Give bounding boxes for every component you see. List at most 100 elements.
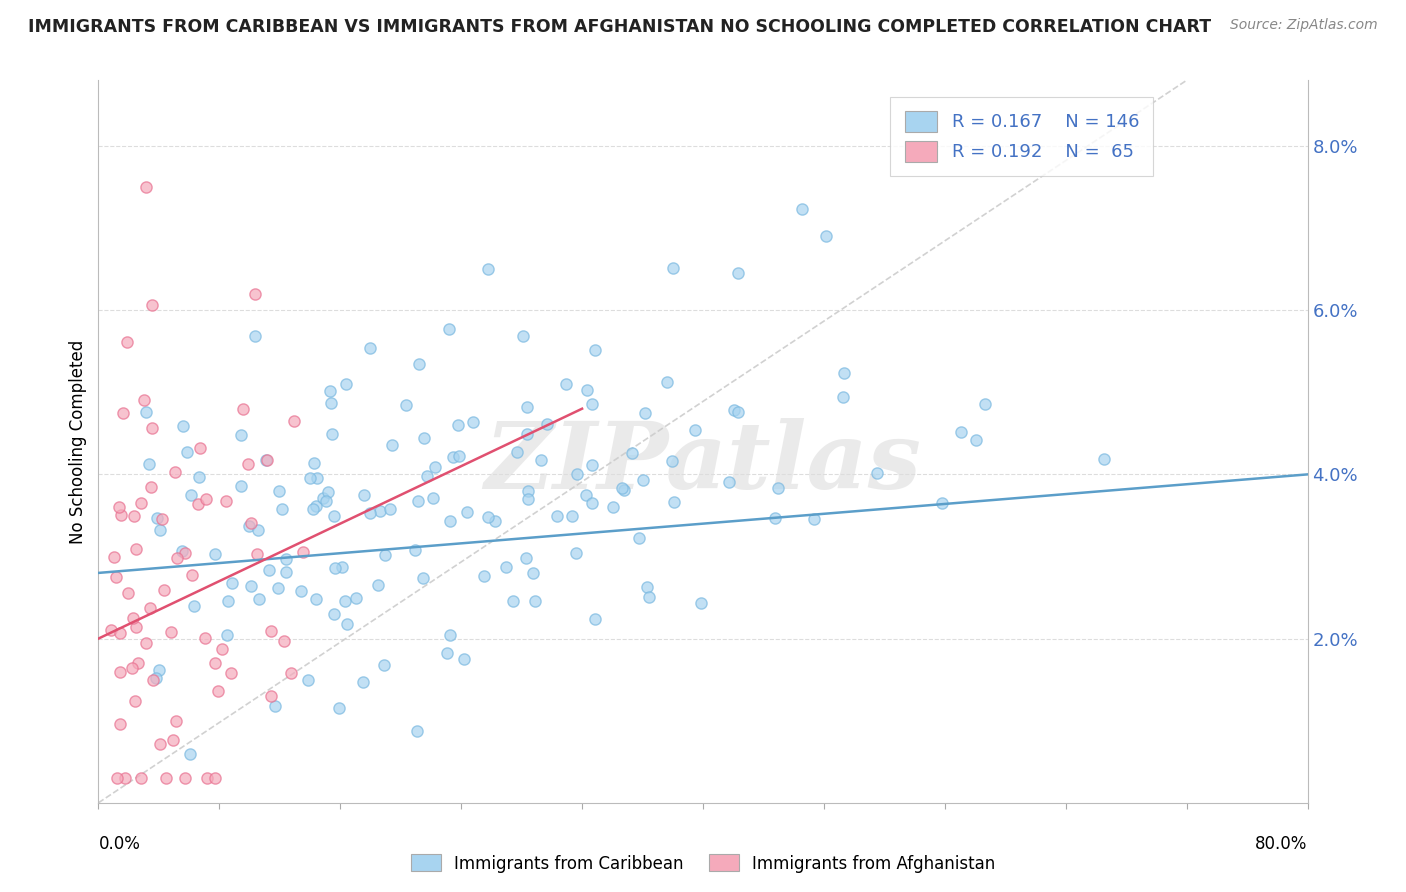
Point <box>381 438 404 452</box>
Point <box>631 474 654 488</box>
Point <box>353 488 375 502</box>
Point <box>560 508 582 523</box>
Point <box>447 417 470 432</box>
Point <box>456 505 478 519</box>
Point <box>236 457 259 471</box>
Point <box>274 566 297 580</box>
Point <box>138 457 160 471</box>
Point <box>110 717 132 731</box>
Point <box>290 584 312 599</box>
Point <box>321 427 343 442</box>
Point <box>211 641 233 656</box>
Point <box>636 581 658 595</box>
Point <box>612 482 634 496</box>
Point <box>634 405 657 419</box>
Point <box>461 415 484 429</box>
Point <box>239 516 262 530</box>
Point <box>187 497 209 511</box>
Point <box>441 450 464 465</box>
Point <box>638 590 661 604</box>
Point <box>149 523 172 537</box>
Point <box>108 665 131 679</box>
Point <box>121 611 143 625</box>
Point <box>149 737 172 751</box>
Point <box>180 567 202 582</box>
Point <box>662 261 685 276</box>
Point <box>239 579 262 593</box>
Point <box>323 508 346 523</box>
Point <box>408 357 430 371</box>
Point <box>172 418 194 433</box>
Point <box>247 592 270 607</box>
Point <box>159 625 181 640</box>
Point <box>117 335 139 350</box>
Point <box>260 689 283 703</box>
Point <box>179 747 201 761</box>
Point <box>195 771 218 785</box>
Point <box>319 384 342 398</box>
Point <box>406 494 429 508</box>
Point <box>763 511 786 525</box>
Point <box>565 546 588 560</box>
Point <box>768 481 790 495</box>
Point <box>207 683 229 698</box>
Point <box>373 657 395 672</box>
Point <box>965 434 987 448</box>
Point <box>472 569 495 583</box>
Point <box>575 488 598 502</box>
Point <box>344 591 367 605</box>
Point <box>219 666 242 681</box>
Point <box>274 552 297 566</box>
Point <box>271 502 294 516</box>
Point <box>302 502 325 516</box>
Point <box>305 470 328 484</box>
Point <box>374 548 396 562</box>
Point <box>395 398 418 412</box>
Point <box>832 366 855 380</box>
Point <box>194 631 217 645</box>
Point <box>117 586 139 600</box>
Point <box>110 508 132 522</box>
Point <box>359 341 381 355</box>
Point <box>166 551 188 566</box>
Point <box>814 229 837 244</box>
Text: 80.0%: 80.0% <box>1256 835 1308 854</box>
Point <box>105 570 128 584</box>
Point <box>423 460 446 475</box>
Point <box>718 475 741 490</box>
Point <box>111 406 134 420</box>
Point <box>232 402 254 417</box>
Point <box>165 714 187 728</box>
Point <box>217 594 239 608</box>
Point <box>105 771 128 785</box>
Point <box>135 180 157 194</box>
Point <box>495 559 517 574</box>
Point <box>124 694 146 708</box>
Point <box>437 322 460 336</box>
Point <box>449 449 471 463</box>
Point <box>555 376 578 391</box>
Point <box>583 612 606 626</box>
Point <box>412 431 434 445</box>
Point <box>283 414 305 428</box>
Point <box>176 444 198 458</box>
Y-axis label: No Schooling Completed: No Schooling Completed <box>69 340 87 543</box>
Point <box>129 495 152 509</box>
Point <box>280 666 302 681</box>
Point <box>152 583 174 598</box>
Point <box>530 453 553 467</box>
Point <box>315 494 337 508</box>
Point <box>352 675 374 690</box>
Point <box>221 575 243 590</box>
Point <box>141 420 163 434</box>
Point <box>238 518 260 533</box>
Point <box>516 427 538 442</box>
Point <box>523 594 546 608</box>
Point <box>335 593 357 607</box>
Point <box>162 732 184 747</box>
Point <box>204 771 226 785</box>
Point <box>378 502 401 516</box>
Point <box>517 484 540 499</box>
Point <box>114 771 136 785</box>
Point <box>973 397 995 411</box>
